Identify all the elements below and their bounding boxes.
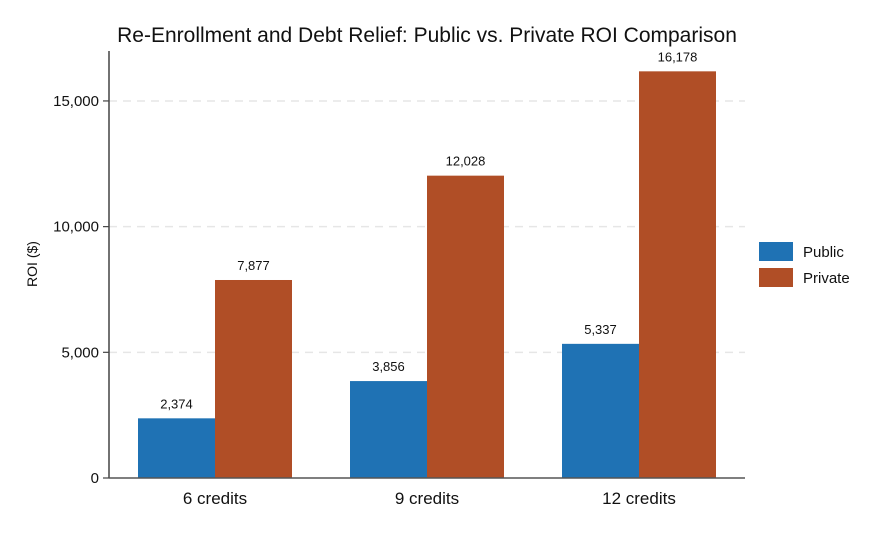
legend: Public Private [759,242,850,287]
legend-label-private: Private [803,270,850,287]
data-label: 12,028 [446,154,486,169]
data-label: 7,877 [237,258,270,273]
x-tick-label: 9 credits [395,489,459,508]
legend-label-public: Public [803,244,844,261]
y-tick-label: 15,000 [53,93,99,110]
data-label: 3,856 [372,359,405,374]
bar-private [215,279,292,478]
data-label: 16,178 [658,49,698,64]
x-tick-label: 6 credits [183,489,247,508]
y-axis-label: ROI ($) [24,241,40,287]
x-tick-label: 12 credits [602,489,676,508]
bar-public [138,418,215,478]
bars: 2,374 7,877 3,856 12,028 5,337 16,178 [138,49,716,478]
legend-swatch-public [759,242,793,261]
y-tick-label: 10,000 [53,219,99,236]
bar-public [562,343,639,478]
chart-title: Re-Enrollment and Debt Relief: Public vs… [117,24,737,47]
y-tick-label: 5,000 [61,344,99,361]
x-axis: 6 credits 9 credits 12 credits [109,477,745,508]
bar-private [639,71,716,478]
y-tick-label: 0 [91,470,99,487]
bar-private [427,175,504,478]
y-axis: 0 5,000 10,000 15,000 [53,51,110,487]
data-label: 5,337 [584,322,617,337]
legend-swatch-private [759,268,793,287]
data-label: 2,374 [160,396,193,411]
bar-public [350,381,427,478]
